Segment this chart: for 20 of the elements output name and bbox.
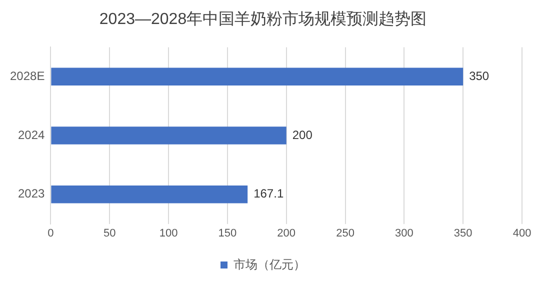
data-label: 167.1	[254, 186, 284, 201]
y-tick-label: 2023	[18, 186, 46, 201]
y-tick-label: 2024	[18, 128, 46, 142]
x-tick-label: 200	[277, 227, 296, 240]
data-label: 200	[292, 128, 313, 142]
bar	[51, 68, 464, 86]
legend-label: 市场（亿元）	[234, 257, 306, 272]
x-tick-label: 100	[159, 227, 178, 240]
x-tick-label: 0	[48, 227, 54, 240]
x-tick-label: 350	[454, 227, 472, 240]
data-label: 350	[469, 68, 490, 83]
x-tick-label: 250	[336, 227, 354, 240]
x-tick-label: 150	[218, 227, 237, 240]
chart-title: 2023—2028年中国羊奶粉市场规模预测趋势图	[99, 10, 427, 28]
x-tick-label: 50	[103, 227, 116, 240]
y-tick-label: 2028E	[10, 68, 45, 83]
x-tick-label: 300	[394, 227, 414, 240]
x-tick-label: 400	[512, 227, 532, 240]
bar	[51, 126, 286, 144]
bar	[51, 186, 248, 204]
